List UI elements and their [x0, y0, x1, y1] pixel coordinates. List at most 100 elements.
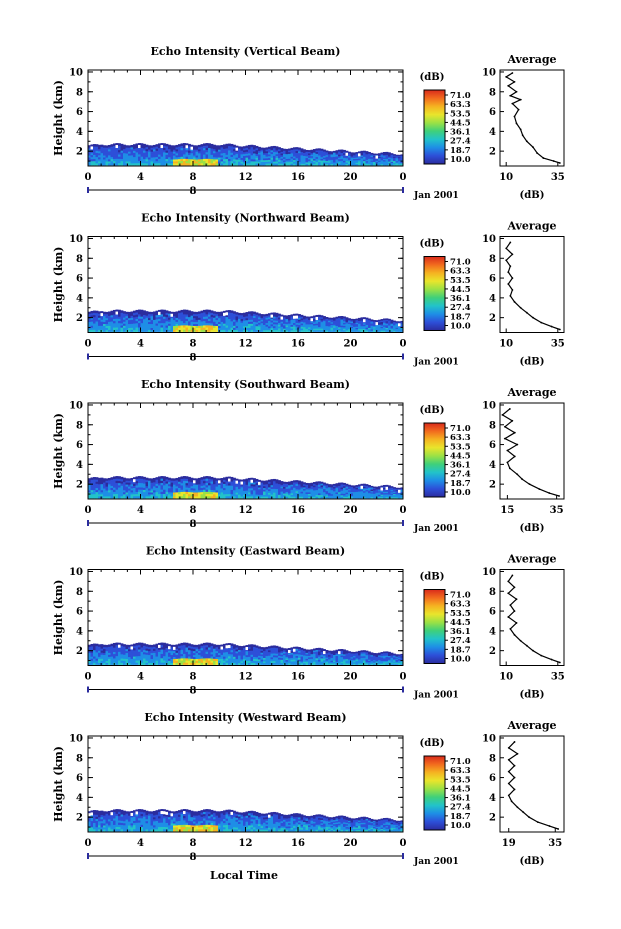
colorbar-label: 18.7: [450, 812, 471, 822]
profile-y-tick-label: 4: [489, 626, 496, 637]
y-tick-label: 2: [76, 147, 83, 158]
y-tick-label: 10: [69, 733, 83, 744]
profile-point: [509, 627, 512, 630]
profile-point: [540, 654, 543, 657]
profile-x-tick-label: 35: [548, 838, 562, 849]
profile-point: [558, 162, 561, 164]
profile-point: [519, 639, 522, 642]
profile-point: [501, 413, 504, 416]
heatmap-cells: [88, 143, 404, 166]
x-tick-label: 20: [344, 505, 358, 516]
x-tick-label: 16: [291, 339, 305, 350]
profile-point: [550, 658, 553, 661]
profile-x-tick-label: 19: [502, 838, 516, 849]
profile-y-tick-label: 4: [489, 293, 496, 304]
profile-point: [525, 644, 528, 647]
profile-point: [511, 574, 514, 577]
profile-point: [522, 811, 525, 814]
profile-point: [532, 316, 534, 319]
profile-frame: [499, 735, 565, 833]
colorbar-label: 36.1: [450, 128, 471, 138]
x-tick-label: 16: [291, 505, 305, 516]
profile-x-label: (dB): [520, 523, 545, 534]
colorbar-label: 44.5: [450, 285, 471, 295]
x-tick-label: 8: [190, 838, 197, 849]
date-label: Jan 2001: [413, 191, 459, 201]
profile-point: [515, 622, 518, 624]
profile-x-tick-label: 10: [499, 339, 513, 350]
x-tick-label: 16: [291, 838, 305, 849]
profile-point: [505, 259, 508, 262]
x-tick-label: 8: [190, 672, 197, 683]
colorbar-label: 18.7: [450, 312, 471, 322]
profile-line: [501, 408, 560, 497]
profile-point: [513, 633, 516, 636]
profile-point: [507, 758, 510, 761]
x-tick-label: 16: [291, 172, 305, 183]
profile-y-tick-label: 8: [489, 587, 496, 598]
profile-point: [507, 794, 510, 797]
date-label: Jan 2001: [413, 358, 459, 368]
colorbar-label: 27.4: [450, 470, 471, 480]
y-tick-label: 2: [76, 313, 83, 324]
profile-point: [516, 473, 519, 476]
profile-y-tick-label: 10: [482, 67, 496, 78]
profile-point: [542, 157, 545, 159]
profile-point: [513, 115, 516, 118]
panel-title: Echo Intensity (Northward Beam): [141, 212, 350, 225]
y-tick-label: 4: [76, 293, 83, 304]
y-tick-label: 8: [76, 87, 83, 98]
colorbar: [423, 589, 446, 664]
profile-y-tick-label: 2: [489, 147, 496, 158]
colorbar-label: 27.4: [450, 137, 471, 147]
colorbar-unit: (dB): [420, 72, 445, 83]
bottom-x-axis-label: Local Time: [210, 869, 278, 882]
profile-point: [505, 247, 508, 250]
y-tick-label: 6: [76, 607, 83, 618]
colorbar-label: 53.5: [450, 109, 471, 119]
profile-point: [509, 265, 512, 268]
profile-point: [538, 488, 541, 491]
time-cursor-label: 8: [190, 186, 197, 197]
colorbar-unit: (dB): [420, 239, 445, 250]
profile-point: [519, 128, 522, 131]
profile-y-tick-label: 10: [482, 234, 496, 245]
profile-point: [511, 253, 514, 256]
heatmap-cells: [88, 309, 404, 332]
profile-title: Average: [506, 553, 556, 566]
profile-line: [507, 575, 561, 664]
colorbar-label: 53.5: [450, 775, 471, 785]
profile-point: [516, 806, 519, 809]
profile-point: [558, 328, 561, 331]
x-tick-label: 0: [400, 838, 407, 849]
panel-title: Echo Intensity (Vertical Beam): [150, 45, 340, 58]
colorbar-label: 18.7: [450, 146, 471, 156]
y-tick-label: 2: [76, 646, 83, 657]
time-cursor-label: 8: [190, 519, 197, 530]
profile-y-tick-label: 2: [489, 480, 496, 491]
profile-point: [525, 140, 528, 143]
x-tick-label: 8: [190, 339, 197, 350]
colorbar-label: 18.7: [450, 479, 471, 489]
date-label: Jan 2001: [413, 857, 459, 867]
colorbar-unit: (dB): [420, 405, 445, 416]
colorbar-label: 44.5: [450, 451, 471, 461]
x-tick-label: 0: [85, 505, 92, 516]
profile-point: [540, 321, 543, 324]
x-tick-label: 4: [137, 838, 144, 849]
profile-y-tick-label: 6: [489, 107, 496, 118]
profile-y-tick-label: 4: [489, 793, 496, 804]
colorbar-label: 53.5: [450, 276, 471, 286]
profile-title: Average: [506, 386, 556, 399]
y-tick-label: 2: [76, 480, 83, 491]
x-tick-label: 0: [85, 172, 92, 183]
profile-x-tick-label: 10: [499, 172, 513, 183]
profile-x-label: (dB): [520, 856, 545, 867]
x-tick-label: 20: [344, 172, 358, 183]
profile-point: [519, 98, 522, 101]
profile-point: [521, 478, 524, 481]
profile-point: [508, 467, 511, 470]
colorbar-label: 36.1: [450, 294, 471, 304]
profile-point: [536, 152, 539, 155]
colorbar-label: 36.1: [450, 461, 471, 471]
